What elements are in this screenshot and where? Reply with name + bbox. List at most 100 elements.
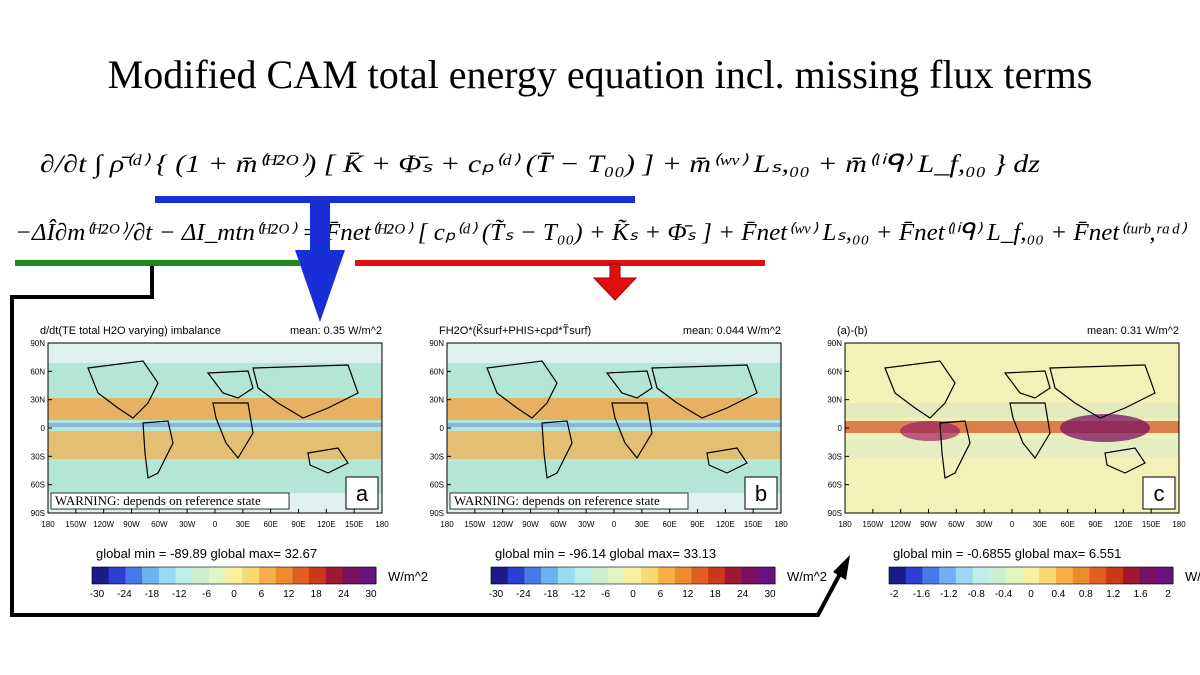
panel-mean: mean: 0.35 W/m^2 bbox=[290, 325, 382, 337]
slide-title: Modified CAM total energy equation incl.… bbox=[108, 52, 1093, 97]
colorbar-label: -1.2 bbox=[940, 589, 958, 600]
colorbar-units: W/m^2 bbox=[388, 569, 428, 584]
colorbar-cell bbox=[758, 567, 776, 584]
colorbar-cell bbox=[208, 567, 227, 584]
panel-mean: mean: 0.31 W/m^2 bbox=[1087, 325, 1179, 337]
colorbar-label: -30 bbox=[90, 589, 105, 600]
map-hotspot bbox=[900, 421, 960, 441]
colorbar-cell bbox=[1056, 567, 1074, 584]
colorbar-label: 12 bbox=[682, 589, 694, 600]
lon-label: 120W bbox=[890, 520, 911, 529]
lon-label: 150E bbox=[744, 520, 763, 529]
panel-mean: mean: 0.044 W/m^2 bbox=[683, 325, 781, 337]
lon-label: 60E bbox=[663, 520, 677, 529]
lon-label: 90E bbox=[291, 520, 305, 529]
colorbar-cell bbox=[507, 567, 525, 584]
coastline bbox=[884, 360, 956, 419]
colorbar-cell bbox=[641, 567, 659, 584]
equation-line: ∂/∂t ∫ ρ̄⁽ᵈ⁾ { (1 + m̄⁽ᴴ²ᴼ⁾) [ K̄ + Φ̄ₛ … bbox=[40, 151, 1040, 179]
map-band bbox=[447, 431, 781, 459]
coastline bbox=[605, 370, 653, 399]
colorbar-cell bbox=[591, 567, 609, 584]
map-panel: (a)-(b) mean: 0.31 W/m^2 90N 60N 30N 0 30S 60S 9… bbox=[827, 325, 1200, 600]
coastline bbox=[706, 447, 748, 474]
colorbar-cell bbox=[922, 567, 940, 584]
colorbar-cell bbox=[972, 567, 990, 584]
lat-label: 90N bbox=[429, 339, 444, 348]
lon-label: 120W bbox=[93, 520, 114, 529]
lat-label: 60S bbox=[31, 481, 45, 490]
colorbar-cell bbox=[142, 567, 160, 584]
lon-label: 0 bbox=[213, 520, 218, 529]
panel-title: (a)-(b) bbox=[837, 325, 868, 337]
lon-label: 0 bbox=[1010, 520, 1015, 529]
colorbar-cell bbox=[259, 567, 277, 584]
colorbar-cell bbox=[708, 567, 726, 584]
colorbar-label: 30 bbox=[764, 589, 776, 600]
colorbar-cell bbox=[1039, 567, 1057, 584]
map-panel: d/dt(TE total H2O varying) imbalance mean… bbox=[30, 325, 428, 600]
coastline bbox=[486, 360, 558, 419]
colorbar-cell bbox=[955, 567, 974, 584]
coastline bbox=[1003, 370, 1051, 399]
map-band bbox=[48, 343, 382, 363]
map-band bbox=[845, 438, 1179, 458]
lon-label: 120E bbox=[716, 520, 735, 529]
colorbar-label: 0 bbox=[630, 589, 636, 600]
lon-label: 150W bbox=[65, 520, 86, 529]
connector bbox=[10, 266, 844, 617]
letter-box bbox=[744, 476, 778, 510]
lon-label: 180 bbox=[774, 520, 788, 529]
red-arrow bbox=[592, 263, 638, 301]
colorbar-label: -30 bbox=[489, 589, 504, 600]
colorbar-cell bbox=[989, 567, 1007, 584]
colorbar-cell bbox=[1156, 567, 1174, 584]
panels: d/dt(TE total H2O varying) imbalance mean… bbox=[30, 324, 1200, 600]
colorbar-label: 1.6 bbox=[1134, 589, 1148, 600]
equation-line: −ΔÎ∂m⁽ᴴ²ᴼ⁾/∂t − ΔI_mtn⁽ᴴ²ᴼ⁾ = F̄net⁽ᴴ²ᴼ⁾… bbox=[15, 219, 1187, 246]
lon-label: 90W bbox=[123, 520, 140, 529]
lon-label: 30W bbox=[578, 520, 595, 529]
colorbar-label: -18 bbox=[145, 589, 160, 600]
coastline bbox=[1049, 364, 1156, 419]
colorbar-cell bbox=[1089, 567, 1107, 584]
colorbar-cell bbox=[342, 567, 360, 584]
lon-label: 60W bbox=[550, 520, 567, 529]
colorbar-cell bbox=[158, 567, 177, 584]
colorbar-frame bbox=[888, 566, 1174, 585]
colorbar-cell bbox=[674, 567, 692, 584]
coastline bbox=[1009, 402, 1051, 460]
colorbar-label: -6 bbox=[202, 589, 211, 600]
panel-title: d/dt(TE total H2O varying) imbalance bbox=[40, 325, 221, 337]
colorbar-label: 18 bbox=[311, 589, 323, 600]
colorbar-cell bbox=[1122, 567, 1141, 584]
lon-label: 180 bbox=[838, 520, 852, 529]
lat-label: 60N bbox=[827, 367, 842, 376]
colorbar-label: 0.8 bbox=[1079, 589, 1093, 600]
lon-label: 150W bbox=[464, 520, 485, 529]
colorbar-label: -12 bbox=[571, 589, 586, 600]
colorbar-frame bbox=[490, 566, 776, 585]
lon-label: 90W bbox=[522, 520, 539, 529]
lon-label: 180 bbox=[375, 520, 389, 529]
colorbar-cell bbox=[225, 567, 243, 584]
coastline bbox=[142, 420, 174, 479]
colorbar-cell bbox=[1106, 567, 1124, 584]
lon-label: 90E bbox=[1088, 520, 1102, 529]
colorbar-cell bbox=[108, 567, 126, 584]
lon-label: 120E bbox=[1114, 520, 1133, 529]
colorbar-label: 18 bbox=[710, 589, 722, 600]
map-band bbox=[48, 423, 382, 427]
colorbar-label: 0 bbox=[231, 589, 237, 600]
blue-arrow bbox=[295, 200, 345, 322]
lon-label: 30W bbox=[976, 520, 993, 529]
colorbar-label: 24 bbox=[737, 589, 749, 600]
colorbar-label: -24 bbox=[117, 589, 132, 600]
lat-label: 60N bbox=[30, 367, 45, 376]
coastline bbox=[651, 364, 758, 419]
warning-box bbox=[449, 492, 689, 510]
lon-label: 180 bbox=[1172, 520, 1186, 529]
colorbar-cell bbox=[309, 567, 327, 584]
colorbar-label: 6 bbox=[259, 589, 265, 600]
blue-underline bbox=[155, 196, 635, 203]
